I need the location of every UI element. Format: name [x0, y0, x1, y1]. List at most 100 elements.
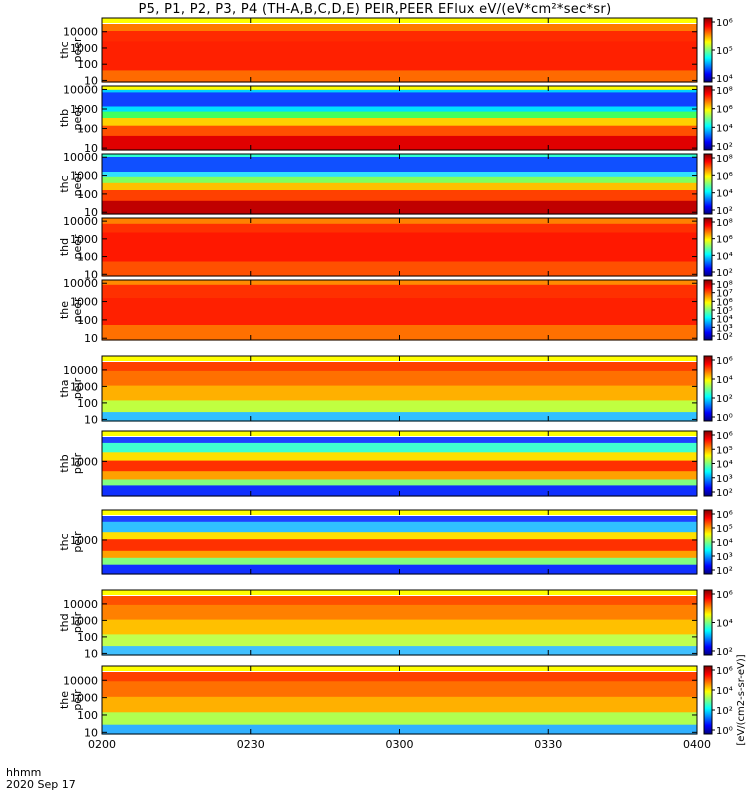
y-axis-label: thc	[58, 175, 71, 192]
colorbar-tick-label: 10⁶	[716, 510, 733, 521]
colorbar-scale	[703, 589, 713, 656]
x-tick-label: 0200	[88, 738, 116, 751]
y-tick-label: 10000	[63, 364, 98, 377]
heatmap-band-1	[102, 437, 697, 444]
x-tick-label: 0230	[237, 738, 265, 751]
colorbar-tick-label: 10³	[716, 323, 733, 334]
heatmap-band-4	[102, 106, 697, 113]
y-axis-label: thd	[58, 238, 71, 256]
y-tick-label: 10000	[63, 598, 98, 611]
colorbar-scale	[703, 17, 713, 83]
colorbar: 10⁶ 10⁵ 10⁴	[703, 17, 733, 85]
x-tick-label: 0400	[683, 738, 711, 751]
heatmap-band-2	[102, 31, 697, 42]
colorbar-tick-label: 10⁴	[716, 251, 733, 262]
colorbar-tick-label: 10⁴	[716, 686, 733, 697]
colorbar: 10⁶ 10⁴ 10²	[703, 589, 733, 658]
colorbar: 10⁶ 10⁴ 10² 10⁰	[703, 355, 733, 424]
colorbar-scale	[703, 85, 713, 151]
colorbar-tick-label: 10⁶	[716, 18, 733, 29]
colorbar-tick-label: 10⁴	[716, 619, 733, 630]
spectrogram-panel-4: 10 100 1000 10000 thd peer 10⁸ 10⁶ 10⁴ 10²	[58, 215, 733, 281]
colorbar-tick-label: 10²	[716, 566, 733, 577]
y-tick-label: 100	[77, 314, 98, 327]
heatmap-band-5	[102, 111, 697, 119]
colorbar-tick-label: 10⁸	[716, 218, 733, 229]
heatmap-band-6	[102, 190, 697, 202]
y-axis-label: thd	[58, 613, 71, 631]
heatmap-band-6	[102, 479, 697, 486]
y-tick-label: 100	[77, 631, 98, 644]
colorbar-tick-label: 10²	[716, 647, 733, 658]
y-tick-label: 10000	[63, 674, 98, 687]
heatmap-band-3	[102, 232, 697, 263]
y-tick-label: 100	[77, 58, 98, 71]
colorbar-scale	[703, 665, 713, 735]
colorbar-tick-label: 10⁴	[716, 460, 733, 471]
colorbar-tick-label: 10⁵	[716, 46, 733, 57]
colorbar-tick-label: 10⁴	[716, 189, 733, 200]
colorbar-tick-label: 10⁴	[716, 375, 733, 386]
heatmap-band-4	[102, 400, 697, 413]
heatmap-band-5	[102, 550, 697, 559]
spectrogram-panel-9: 10 100 1000 10000 thd peir 10⁶ 10⁴ 10²	[58, 589, 733, 660]
colorbar-tick-label: 10⁵	[716, 306, 733, 317]
spectrogram-panel-10: 10 100 1000 10000 the peir 10⁶ 10⁴ 10² 10⁰	[58, 665, 733, 739]
colorbar-scale	[703, 153, 713, 215]
heatmap-band-2	[102, 157, 697, 173]
y-axis-label: peer	[71, 171, 84, 197]
y-axis-label: peir	[71, 611, 84, 633]
colorbar-scale	[703, 279, 713, 341]
y-tick-label: 10	[84, 332, 98, 345]
colorbar-tick-label: 10²	[716, 332, 733, 343]
heatmap-band-3	[102, 172, 697, 178]
y-tick-label: 10000	[63, 215, 98, 228]
y-tick-label: 1000	[70, 42, 98, 55]
y-tick-label: 10000	[63, 277, 98, 290]
y-axis-label: peir	[71, 531, 84, 553]
heatmap-band-1	[102, 362, 697, 372]
heatmap-band-3	[102, 41, 697, 71]
heatmap-band-1	[102, 516, 697, 523]
colorbar-tick-label: 10⁴	[716, 538, 733, 549]
colorbar-tick-label: 10⁴	[716, 123, 733, 134]
colorbar-tick-label: 10³	[716, 474, 733, 485]
colorbar-tick-label: 10⁸	[716, 86, 733, 97]
x-tick-label: 0300	[386, 738, 414, 751]
heatmap-band-5	[102, 471, 697, 481]
heatmap-band-2	[102, 442, 697, 453]
heatmap-band-3	[102, 532, 697, 540]
colorbar-tick-label: 10²	[716, 268, 733, 279]
colorbar-tick-label: 10⁶	[716, 171, 733, 182]
colorbar-tick-label: 10⁴	[716, 74, 733, 85]
y-tick-label: 100	[77, 188, 98, 201]
y-tick-label: 10	[84, 142, 98, 155]
colorbar-scale	[703, 509, 713, 575]
colorbar-tick-label: 10⁶	[716, 235, 733, 246]
colorbar-tick-label: 10⁸	[716, 280, 733, 291]
y-tick-label: 1000	[70, 233, 98, 246]
y-tick-label: 1000	[70, 170, 98, 183]
y-tick-label: 1000	[70, 614, 98, 627]
colorbar: 10⁶ 10⁵ 10⁴ 10³ 10²	[703, 509, 733, 577]
y-axis-label: peer	[71, 37, 84, 63]
y-tick-label: 10	[84, 206, 98, 219]
y-tick-label: 10	[84, 647, 98, 660]
x-tick-label: 0330	[534, 738, 562, 751]
heatmap-band-2	[102, 223, 697, 234]
colorbar-tick-label: 10⁰	[716, 413, 733, 424]
colorbar: 10⁸ 10⁶ 10⁴ 10²	[703, 217, 733, 279]
y-tick-label: 1000	[70, 380, 98, 393]
colorbar-tick-label: 10²	[716, 142, 733, 153]
y-tick-label: 100	[77, 251, 98, 264]
y-axis-label: peir	[71, 452, 84, 474]
heatmap-band-1	[102, 24, 697, 32]
heatmap-band-6	[102, 118, 697, 127]
y-tick-label: 100	[77, 397, 98, 410]
colorbar-unit-label: [eV/(cm2-s-sr-eV)]	[736, 654, 747, 745]
colorbar-tick-label: 10⁷	[716, 289, 733, 300]
colorbar-tick-label: 10²	[716, 394, 733, 405]
